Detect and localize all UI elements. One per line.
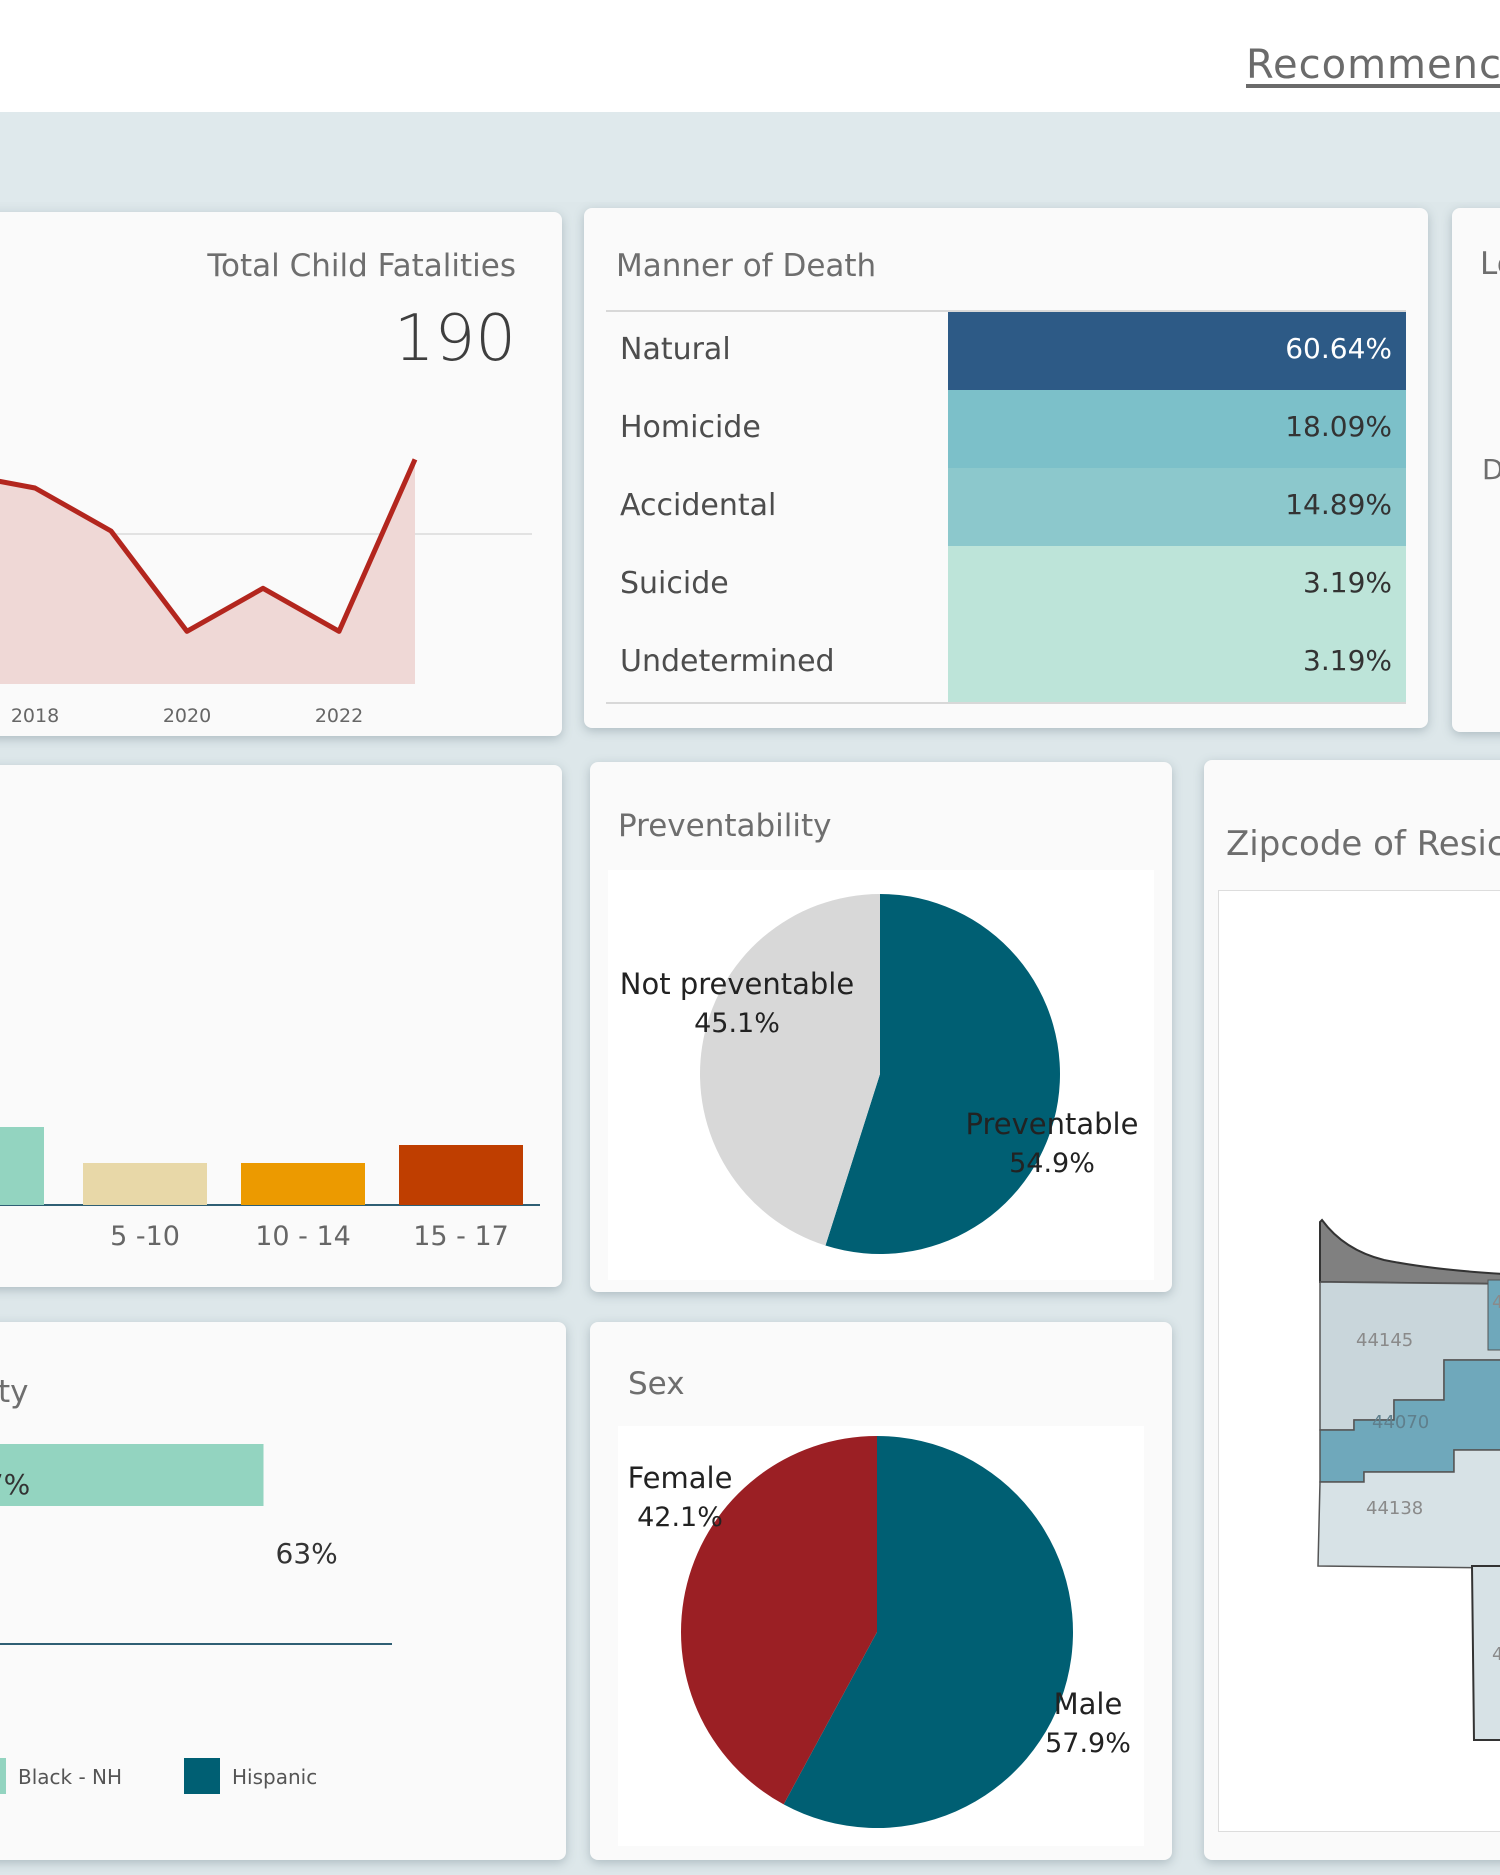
- map-region-right: [1470, 1565, 1500, 1741]
- manner-value: 3.19%: [1303, 644, 1392, 677]
- x-tick-label: 2020: [163, 705, 211, 727]
- manner-value: 60.64%: [1285, 332, 1392, 365]
- fatalities-line-chart: 2018 2020 2022: [0, 458, 532, 727]
- partial-title: Le: [1480, 246, 1500, 282]
- pie-slice-percent: 54.9%: [1009, 1148, 1095, 1179]
- pie-slice: [825, 894, 1060, 1254]
- race-bar-value: 63%: [276, 1537, 338, 1570]
- manner-label: Homicide: [620, 410, 761, 445]
- filter-band: [0, 112, 1500, 202]
- x-tick-label: 2018: [11, 705, 59, 727]
- map-region-dark: [1319, 1218, 1500, 1285]
- manner-value-cell: 14.89%: [948, 468, 1406, 546]
- manner-value: 3.19%: [1303, 566, 1392, 599]
- zip-label-a: 4: [1492, 1292, 1500, 1313]
- zipcode-title: Zipcode of Resic: [1226, 824, 1500, 864]
- fatalities-line: [0, 458, 418, 634]
- pie-slice: [783, 1436, 1073, 1828]
- manner-value: 14.89%: [1285, 488, 1392, 521]
- zip-label-b: 4: [1492, 1644, 1500, 1665]
- fatalities-total: 190: [393, 302, 516, 376]
- age-bar: [399, 1145, 523, 1205]
- race-card: ty 27% 63% Black - NH Hispanic: [0, 1322, 566, 1860]
- recommendations-link[interactable]: Recommenc: [1246, 42, 1500, 88]
- legend-label: Hispanic: [232, 1765, 317, 1789]
- race-bar-chart: 27% 63% Black - NH Hispanic: [0, 1444, 392, 1794]
- manner-label: Undetermined: [620, 644, 835, 679]
- manner-label: Natural: [620, 332, 731, 367]
- manner-row: 3.19% Undetermined: [606, 624, 1406, 702]
- x-tick-label: 2022: [315, 705, 363, 727]
- zip-label-44138: 44138: [1366, 1498, 1423, 1519]
- fatalities-area: [0, 459, 415, 684]
- manner-row: 3.19% Suicide: [606, 546, 1406, 624]
- pie-slice-percent: 42.1%: [637, 1502, 723, 1533]
- race-title: ty: [0, 1374, 29, 1410]
- age-category-label: 15 - 17: [413, 1221, 509, 1252]
- manner-value-cell: 3.19%: [948, 546, 1406, 624]
- legend-swatch: [0, 1758, 6, 1794]
- manner-value-cell: 3.19%: [948, 624, 1406, 702]
- manner-label: Suicide: [620, 566, 729, 601]
- manner-title: Manner of Death: [616, 248, 877, 284]
- pie-slice-label: Preventable: [966, 1107, 1139, 1141]
- legend-swatch: [184, 1758, 220, 1794]
- map-region-44138: [1317, 1449, 1500, 1569]
- pie-slice-label: Not preventable: [620, 967, 854, 1001]
- race-bar: [0, 1444, 264, 1506]
- fatalities-card: Total Child Fatalities 190 2018 2020 2022: [0, 212, 562, 736]
- zipcode-card: Zipcode of Resic 44145 44070 44138 4 4: [1204, 760, 1500, 1860]
- preventability-card: Preventability Preventable 54.9% Not preve…: [590, 762, 1172, 1292]
- sex-pie: Male 57.9% Female 42.1%: [628, 1436, 1131, 1828]
- map-region-accent: [1487, 1279, 1500, 1351]
- top-bar: Recommenc: [0, 0, 1500, 112]
- zip-label-44070: 44070: [1372, 1412, 1429, 1433]
- manner-row: 18.09% Homicide: [606, 390, 1406, 468]
- age-bar: [241, 1163, 365, 1205]
- age-category-label: 10 - 14: [255, 1221, 351, 1252]
- manner-value-cell: 18.09%: [948, 390, 1406, 468]
- pie-slice-percent: 45.1%: [694, 1008, 780, 1039]
- pie-slice: [700, 894, 880, 1246]
- zip-label-44145: 44145: [1356, 1330, 1413, 1351]
- age-bar: [83, 1163, 207, 1205]
- manner-value: 18.09%: [1285, 410, 1392, 443]
- manner-label: Accidental: [620, 488, 777, 523]
- partial-card-top: Le D: [1452, 208, 1500, 732]
- legend-label: Black - NH: [18, 1765, 122, 1789]
- race-bar-value: 27%: [0, 1468, 30, 1501]
- zipcode-map: 44145 44070 44138 4 4: [1317, 1218, 1500, 1741]
- manner-table: 60.64% Natural 18.09% Homicide 14.89% Acciden…: [606, 310, 1406, 704]
- age-category-label: 5 -10: [110, 1221, 180, 1252]
- manner-row: 60.64% Natural: [606, 312, 1406, 390]
- manner-card: Manner of Death 60.64% Natural 18.09% Homic…: [584, 208, 1428, 728]
- sex-title: Sex: [628, 1366, 685, 1402]
- sex-card: Sex Male 57.9% Female 42.1%: [590, 1322, 1172, 1860]
- pie-slice: [681, 1436, 877, 1805]
- manner-value-cell: 60.64%: [948, 312, 1406, 390]
- pie-slice-label: Female: [628, 1461, 733, 1495]
- pie-slice-percent: 57.9%: [1045, 1728, 1131, 1759]
- age-bar: [0, 1127, 44, 1205]
- preventability-title: Preventability: [618, 808, 832, 844]
- partial-label: D: [1482, 453, 1500, 486]
- pie-slice-label: Male: [1054, 1687, 1123, 1721]
- manner-row: 14.89% Accidental: [606, 468, 1406, 546]
- fatalities-title: Total Child Fatalities: [207, 248, 516, 284]
- preventability-pie: Preventable 54.9% Not preventable 45.1%: [620, 894, 1139, 1254]
